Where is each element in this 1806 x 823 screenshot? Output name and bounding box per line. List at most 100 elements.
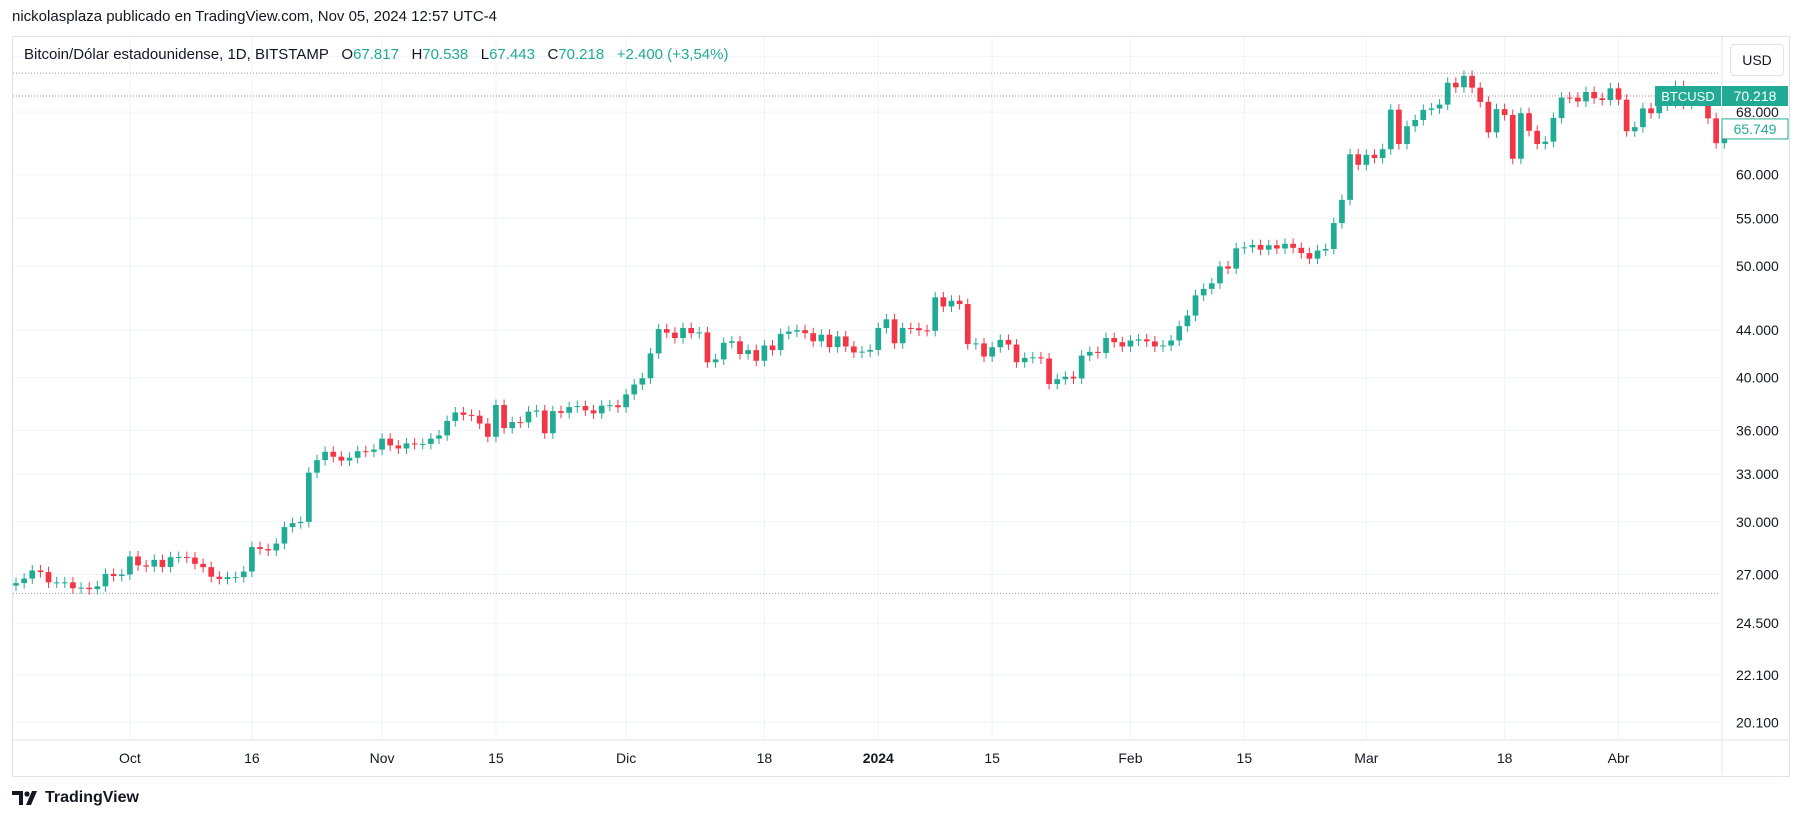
- candle-body: [249, 547, 255, 572]
- candle: [867, 344, 873, 358]
- candle: [541, 404, 548, 439]
- tradingview-footer[interactable]: TradingView: [12, 789, 139, 807]
- candle-body: [672, 332, 678, 339]
- secondary-tag-bg: [1721, 118, 1789, 140]
- candle: [728, 335, 735, 349]
- candle: [281, 521, 288, 550]
- candle: [712, 353, 719, 368]
- candle-body: [1640, 108, 1646, 128]
- candle: [1623, 94, 1630, 137]
- candle: [1095, 346, 1101, 359]
- candle-body: [1558, 97, 1565, 118]
- candle: [1444, 77, 1451, 111]
- candle-body: [875, 327, 882, 350]
- candle-body: [1103, 338, 1109, 353]
- candle-body: [281, 527, 288, 544]
- candle-body: [1412, 120, 1419, 127]
- x-tick-label: Nov: [370, 750, 395, 766]
- candle-body: [1485, 101, 1492, 133]
- y-tick-label: 20.100: [1736, 714, 1779, 730]
- candle: [818, 329, 825, 347]
- candle: [1225, 260, 1231, 275]
- candle: [476, 410, 483, 430]
- candle-body: [533, 410, 540, 412]
- candle: [403, 437, 410, 454]
- candle-body: [1111, 338, 1118, 343]
- candle: [1038, 351, 1044, 364]
- candle-body: [1550, 117, 1557, 142]
- symbol-tag-bg: [1655, 85, 1721, 106]
- candle-body: [590, 410, 597, 414]
- candle-body: [1322, 248, 1329, 251]
- candle-body: [143, 565, 150, 567]
- candle-body: [883, 319, 890, 328]
- candle: [37, 564, 44, 578]
- candle: [525, 406, 532, 428]
- candle-body: [1192, 295, 1199, 316]
- candle-body: [1290, 243, 1296, 248]
- candle: [1029, 351, 1036, 364]
- candle: [932, 291, 939, 337]
- low-label: L: [480, 46, 490, 63]
- y-tick-label: 24.500: [1736, 615, 1779, 631]
- candle: [1176, 320, 1183, 347]
- candle: [135, 550, 141, 571]
- candle-body: [550, 411, 556, 434]
- candle-body: [151, 559, 158, 567]
- candle: [232, 571, 239, 583]
- candle: [1452, 77, 1459, 93]
- candle: [1412, 114, 1419, 132]
- candle: [371, 444, 377, 458]
- candle-body: [1339, 199, 1345, 224]
- candle-body: [1387, 109, 1394, 150]
- candle: [1208, 277, 1215, 295]
- candle-body: [1591, 92, 1597, 99]
- candle-body: [192, 557, 198, 564]
- candle: [509, 416, 516, 434]
- x-tick-label: 15: [1237, 750, 1253, 766]
- y-tick-label: 55.000: [1736, 210, 1779, 226]
- candle-body: [761, 345, 768, 361]
- y-tick-label: 40.000: [1736, 370, 1779, 386]
- candle: [501, 399, 507, 434]
- candle: [1054, 373, 1061, 390]
- candle: [1607, 82, 1614, 106]
- candle-body: [989, 347, 996, 357]
- candle: [590, 404, 597, 419]
- candle: [1282, 238, 1288, 255]
- candle-body: [13, 583, 19, 586]
- candle-body: [346, 457, 353, 461]
- candle-body: [606, 405, 613, 407]
- candle: [1119, 336, 1126, 352]
- candle: [851, 340, 857, 359]
- candle: [1461, 70, 1467, 93]
- candle-body: [826, 334, 833, 348]
- candle: [1192, 289, 1199, 322]
- candle: [1420, 104, 1427, 126]
- x-tick-label: Feb: [1118, 750, 1142, 766]
- candle-body: [1477, 87, 1484, 102]
- candle: [216, 571, 223, 585]
- candle-body: [663, 329, 670, 333]
- x-tick-label: 18: [1497, 750, 1513, 766]
- btcusd-price-tag: BTCUSD 70.218: [1655, 85, 1788, 106]
- candle: [566, 401, 573, 419]
- currency-button[interactable]: USD: [1730, 44, 1784, 76]
- candle-body: [21, 578, 27, 584]
- candle-body: [720, 342, 727, 360]
- candle: [720, 337, 727, 365]
- candle-body: [997, 339, 1004, 348]
- y-tick-label: 27.000: [1736, 567, 1779, 583]
- candle: [745, 344, 751, 360]
- candle-body: [728, 341, 735, 343]
- candle: [61, 576, 68, 588]
- candle-body: [851, 346, 857, 353]
- candle: [1640, 102, 1646, 133]
- candle: [777, 328, 784, 356]
- candle: [1713, 112, 1719, 149]
- candle-body: [623, 394, 629, 408]
- candle: [753, 344, 760, 367]
- candle-body: [1371, 154, 1378, 158]
- candle: [737, 335, 743, 360]
